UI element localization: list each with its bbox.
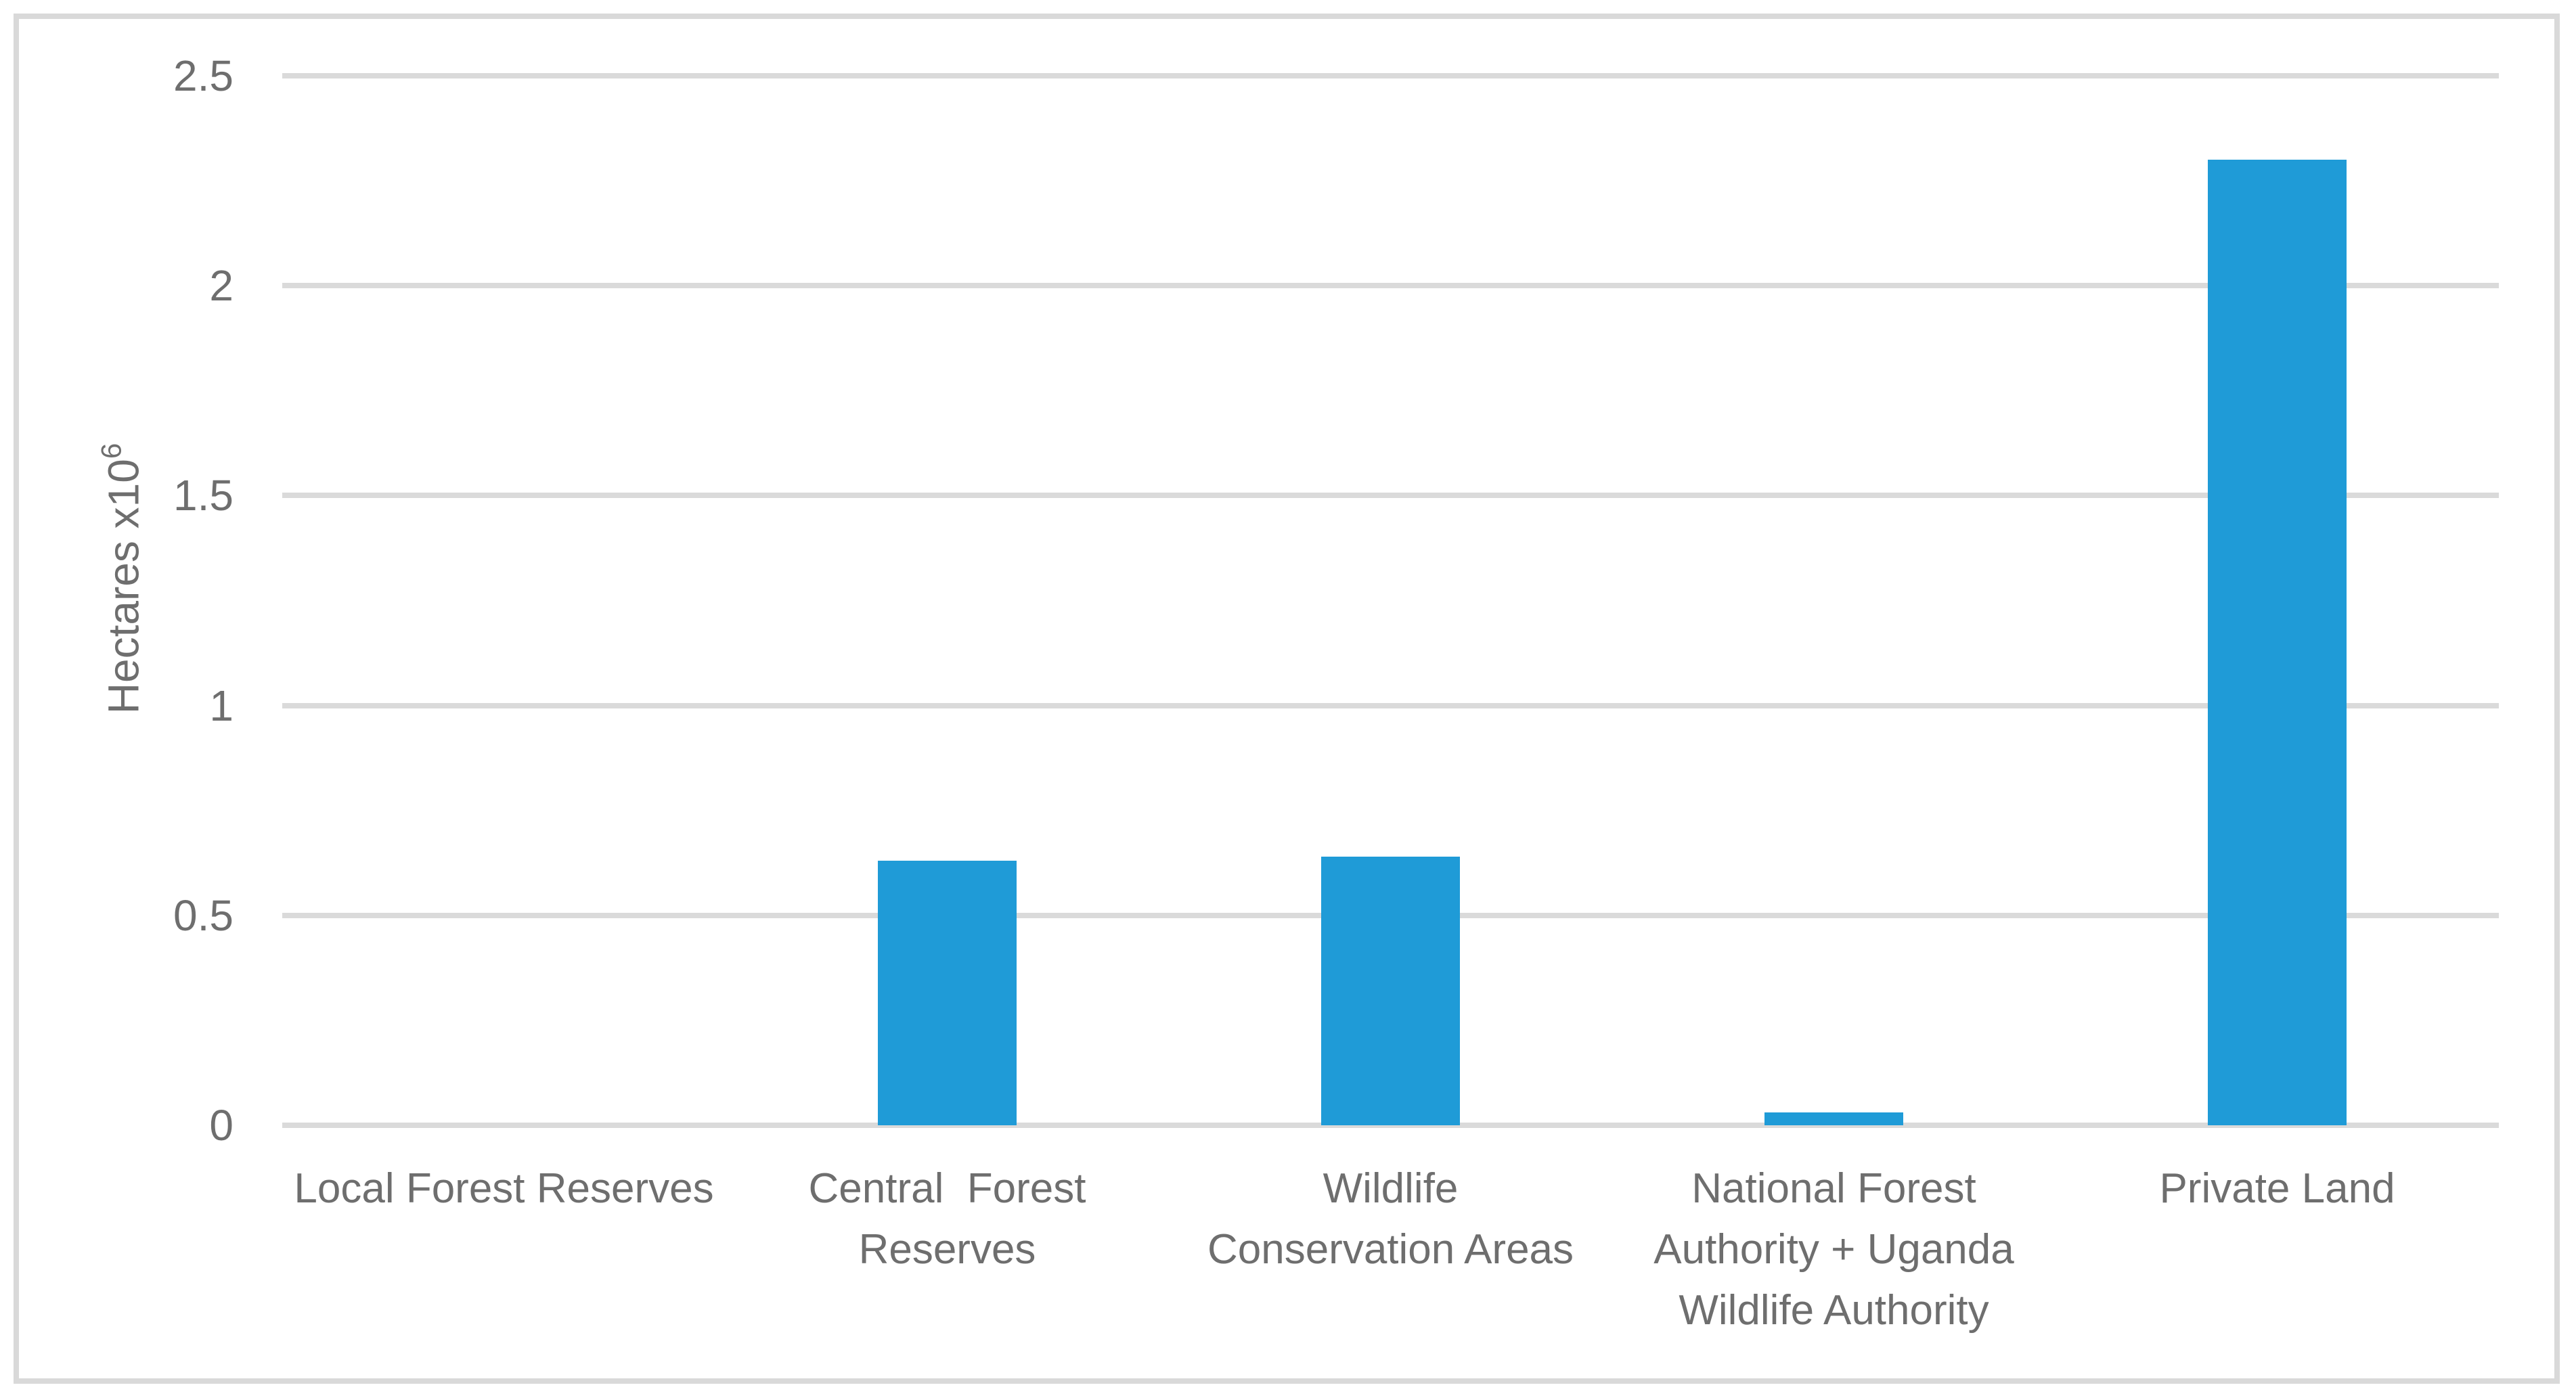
y-tick-label-2.5: 2.5 xyxy=(173,51,234,100)
category-label-central-forest-reserves: Central Forest Reserves xyxy=(808,1165,1086,1273)
category-label-wildlife-conservation-areas: Wildlife Conservation Areas xyxy=(1207,1165,1574,1273)
y-tick-label-1: 1 xyxy=(209,681,234,730)
y-tick-label-2: 2 xyxy=(209,261,234,311)
category-label-national-forest-authority-uganda-wildlife-authority: National Forest Authority + Uganda Wildl… xyxy=(1653,1165,2014,1334)
gridline-y-2 xyxy=(282,283,2499,289)
category-label-local-forest-reserves: Local Forest Reserves xyxy=(294,1165,714,1212)
y-axis-title-exponent: 6 xyxy=(95,443,127,459)
y-tick-label-0.5: 0.5 xyxy=(173,890,234,940)
plot-area xyxy=(282,73,2499,1128)
bar-central-forest-reserves xyxy=(878,861,1017,1125)
gridline-y-1 xyxy=(282,702,2499,708)
gridline-y-2.5 xyxy=(282,73,2499,78)
gridline-y-0 xyxy=(282,1123,2499,1128)
y-tick-label-0: 0 xyxy=(209,1101,234,1150)
y-tick-label-1.5: 1.5 xyxy=(173,471,234,520)
figure-border xyxy=(14,14,2560,1384)
gridline-y-1.5 xyxy=(282,493,2499,499)
bar-private-land xyxy=(2208,160,2347,1125)
bar-wildlife-conservation-areas xyxy=(1321,856,1460,1125)
bar-national-forest-authority-uganda-wildlife-authority xyxy=(1764,1112,1903,1125)
category-label-private-land: Private Land xyxy=(2159,1165,2395,1212)
